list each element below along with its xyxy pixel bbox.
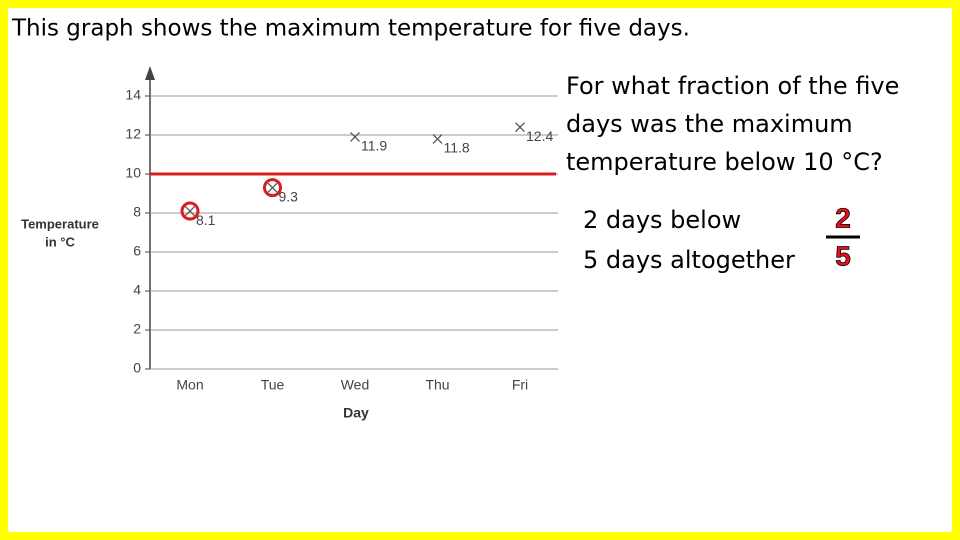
point xyxy=(267,182,278,193)
value-label: 9.3 xyxy=(279,188,299,204)
question-line: temperature below 10 °C? xyxy=(566,148,883,176)
point xyxy=(432,133,443,144)
y-tick-label: 6 xyxy=(133,243,141,259)
slide-title: This graph shows the maximum temperature… xyxy=(11,16,690,42)
y-axis-label: in °C xyxy=(45,234,75,249)
highlight-circle xyxy=(263,178,282,198)
value-label: 11.8 xyxy=(444,140,470,156)
x-tick-label: Mon xyxy=(176,377,203,393)
point xyxy=(350,131,360,142)
y-tick-label: 12 xyxy=(125,126,141,142)
value-label: 12.4 xyxy=(526,128,553,144)
y-tick-label: 10 xyxy=(125,165,141,181)
y-tick-label: 4 xyxy=(133,282,141,298)
y-tick-label: 8 xyxy=(133,204,141,220)
answer-line: 5 days altogether xyxy=(583,246,795,274)
x-tick-label: Fri xyxy=(512,377,528,393)
x-tick-label: Thu xyxy=(425,377,449,393)
question-line: days was the maximum xyxy=(566,110,853,138)
y-tick-label: 14 xyxy=(125,87,141,103)
x-tick-label: Wed xyxy=(341,377,370,393)
x-tick-label: Tue xyxy=(261,377,285,393)
fraction-numerator: 2 xyxy=(835,202,851,233)
y-tick-label: 2 xyxy=(133,321,141,337)
answer-line: 2 days below xyxy=(583,206,741,234)
highlight-circle xyxy=(180,201,200,221)
question-line: For what fraction of the five xyxy=(566,72,899,100)
value-label: 8.1 xyxy=(196,212,216,228)
y-axis-arrow xyxy=(145,66,155,80)
point xyxy=(515,122,525,133)
y-axis-label: Temperature xyxy=(21,216,99,231)
slide-background xyxy=(8,8,952,532)
value-label: 11.9 xyxy=(361,138,387,154)
x-axis-label: Day xyxy=(343,405,369,421)
y-tick-label: 0 xyxy=(133,360,141,376)
fraction-denominator: 5 xyxy=(835,240,851,271)
point xyxy=(185,206,195,217)
